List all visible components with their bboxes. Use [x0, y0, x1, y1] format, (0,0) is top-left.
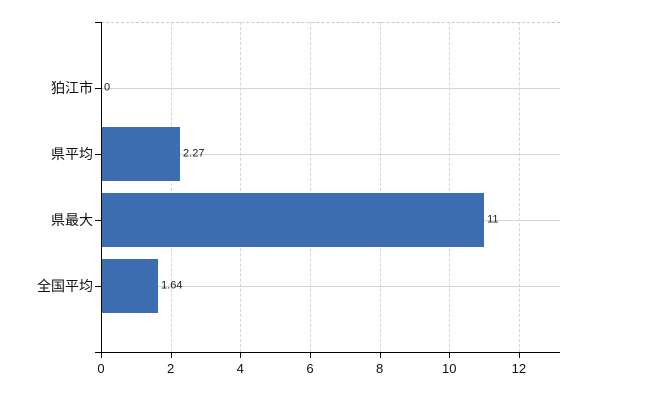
x-tick	[518, 352, 520, 358]
bar-value-label: 0	[104, 81, 111, 94]
x-tick-label: 8	[375, 361, 384, 376]
h-gridline	[101, 88, 560, 89]
category-label: 県最大	[51, 212, 93, 228]
x-tick	[309, 352, 311, 358]
v-gridline	[449, 22, 451, 352]
bar	[101, 193, 485, 247]
x-tick	[240, 352, 242, 358]
x-tick	[101, 352, 102, 358]
category-label: 全国平均	[37, 278, 93, 294]
y-axis-line	[101, 22, 102, 352]
plot-top-border	[101, 22, 560, 23]
bar-value-label: 11	[487, 213, 499, 226]
x-tick-label: 10	[442, 361, 457, 376]
category-tick	[95, 88, 101, 89]
v-gridline	[170, 22, 172, 352]
v-gridline	[518, 22, 520, 352]
x-tick-label: 4	[236, 361, 244, 376]
category-tick	[95, 286, 101, 287]
v-gridline	[240, 22, 242, 352]
x-tick	[379, 352, 381, 358]
x-tick-label: 2	[167, 361, 175, 376]
y-axis-top-tick	[95, 22, 101, 23]
h-gridline	[101, 154, 560, 155]
bar-value-label: 2.27	[183, 147, 205, 160]
category-tick	[95, 220, 101, 221]
x-tick-label: 0	[97, 361, 105, 376]
v-gridline	[309, 22, 311, 352]
v-gridline	[379, 22, 381, 352]
category-label: 県平均	[51, 146, 93, 162]
bar-value-label: 1.64	[161, 279, 183, 292]
x-tick-label: 6	[306, 361, 314, 376]
x-axis-line	[95, 352, 560, 353]
bar	[101, 259, 159, 313]
category-label: 狛江市	[51, 80, 93, 96]
x-tick	[170, 352, 172, 358]
h-gridline	[101, 286, 560, 287]
x-tick	[449, 352, 451, 358]
x-tick-label: 12	[511, 361, 527, 376]
category-tick	[95, 154, 101, 155]
bar	[101, 127, 181, 181]
